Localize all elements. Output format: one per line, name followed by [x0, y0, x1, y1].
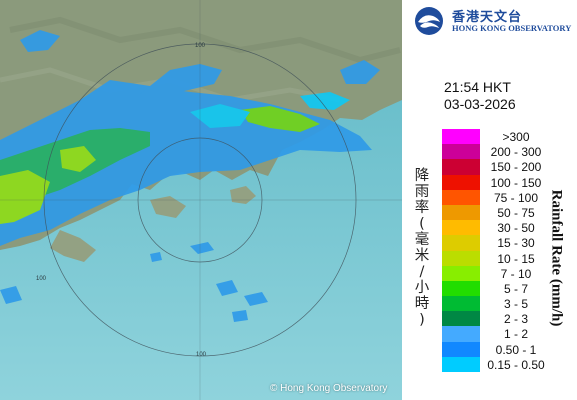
legend-row: 150 - 200 [442, 159, 552, 175]
scattered-showers [0, 242, 268, 322]
radar-map-image: 100 100 100 [0, 0, 402, 400]
legend-swatch [442, 189, 480, 205]
range-ring-outer [43, 43, 357, 357]
legend-swatch [442, 296, 480, 312]
legend-label: 1 - 2 [503, 327, 528, 342]
legend-label: 50 - 75 [497, 205, 535, 220]
legend-label: 7 - 10 [500, 266, 532, 281]
legend-swatch [442, 326, 480, 342]
legend-label: 0.50 - 1 [495, 342, 537, 357]
legend-label: 10 - 15 [497, 251, 535, 266]
rain-band-east [240, 106, 320, 132]
legend-row: 10 - 15 [442, 250, 552, 266]
legend-row: 15 - 30 [442, 235, 552, 251]
observatory-logo-icon [415, 7, 443, 35]
legend-title-chinese: 降雨率(毫米 / 小時) [414, 168, 430, 328]
legend-swatch [442, 341, 480, 357]
legend-label: 200 - 300 [490, 145, 542, 160]
legend-row: 7 - 10 [442, 265, 552, 281]
legend-label: 100 - 150 [490, 175, 542, 190]
legend-swatch [442, 356, 480, 372]
legend-row: 75 - 100 [442, 189, 552, 205]
legend-swatch [442, 144, 480, 160]
legend-label: 5 - 7 [503, 281, 528, 296]
legend-swatch [442, 250, 480, 266]
legend-label: >300 [502, 130, 530, 144]
range-ring-labels: 100 100 100 [36, 43, 207, 358]
legend-swatch [442, 159, 480, 175]
legend-label: 0.15 - 0.50 [487, 357, 545, 372]
info-panel: 香港天文台 HONG KONG OBSERVATORY 21:54 HKT 03… [402, 0, 577, 400]
logo-chinese-name: 香港天文台 [452, 10, 523, 25]
legend-row: 50 - 75 [442, 204, 552, 221]
legend-swatch [442, 174, 480, 190]
legend-swatch [442, 235, 480, 251]
rain-echoes [0, 30, 380, 322]
legend-label: 75 - 100 [493, 190, 539, 205]
coast-islands [50, 186, 256, 262]
legend-swatch [442, 204, 480, 221]
rain-band-heavy [0, 146, 96, 224]
legend-row: >300 [442, 129, 552, 145]
legend-row: 3 - 5 [442, 296, 552, 312]
legend-row: 1 - 2 [442, 326, 552, 342]
rain-band-upper [20, 30, 380, 94]
legend-row: 0.50 - 1 [442, 341, 552, 357]
range-rings [0, 0, 402, 400]
legend-swatch [442, 220, 480, 236]
range-ring-label-north: 100 [195, 43, 206, 49]
range-ring-label-south: 100 [196, 352, 207, 358]
legend-row: 0.15 - 0.50 [442, 356, 552, 372]
observation-date: 03-03-2026 [444, 96, 516, 112]
legend-swatch [442, 280, 480, 297]
rainfall-legend: >300 200 - 300 150 - 200 100 - 150 75 - 100 5… [442, 129, 552, 372]
legend-label: 3 - 5 [503, 297, 528, 312]
mountain-texture [9, 16, 401, 64]
legend-label: 150 - 200 [490, 160, 542, 175]
radar-map: 100 100 100 © Hong Kong Observatory [0, 0, 402, 400]
range-ring-label-west: 100 [36, 276, 47, 282]
legend-row: 2 - 3 [442, 311, 552, 327]
legend-swatch [442, 265, 480, 281]
logo-english-name: HONG KONG OBSERVATORY [452, 23, 572, 33]
legend-label: 15 - 30 [497, 236, 535, 251]
rain-band-cyan [190, 92, 350, 128]
copyright-notice: © Hong Kong Observatory [270, 383, 388, 394]
observation-time: 21:54 HKT [444, 79, 511, 95]
legend-row: 200 - 300 [442, 144, 552, 160]
legend-swatch [442, 129, 480, 145]
legend-swatch [442, 311, 480, 327]
legend-label: 30 - 50 [497, 221, 535, 236]
legend-row: 30 - 50 [442, 220, 552, 236]
legend-title-english: Rainfall Rate (mm/h) [548, 189, 565, 327]
legend-label: 2 - 3 [503, 312, 528, 327]
range-ring-inner [137, 137, 263, 263]
legend-row: 100 - 150 [442, 174, 552, 190]
legend-row: 5 - 7 [442, 280, 552, 297]
